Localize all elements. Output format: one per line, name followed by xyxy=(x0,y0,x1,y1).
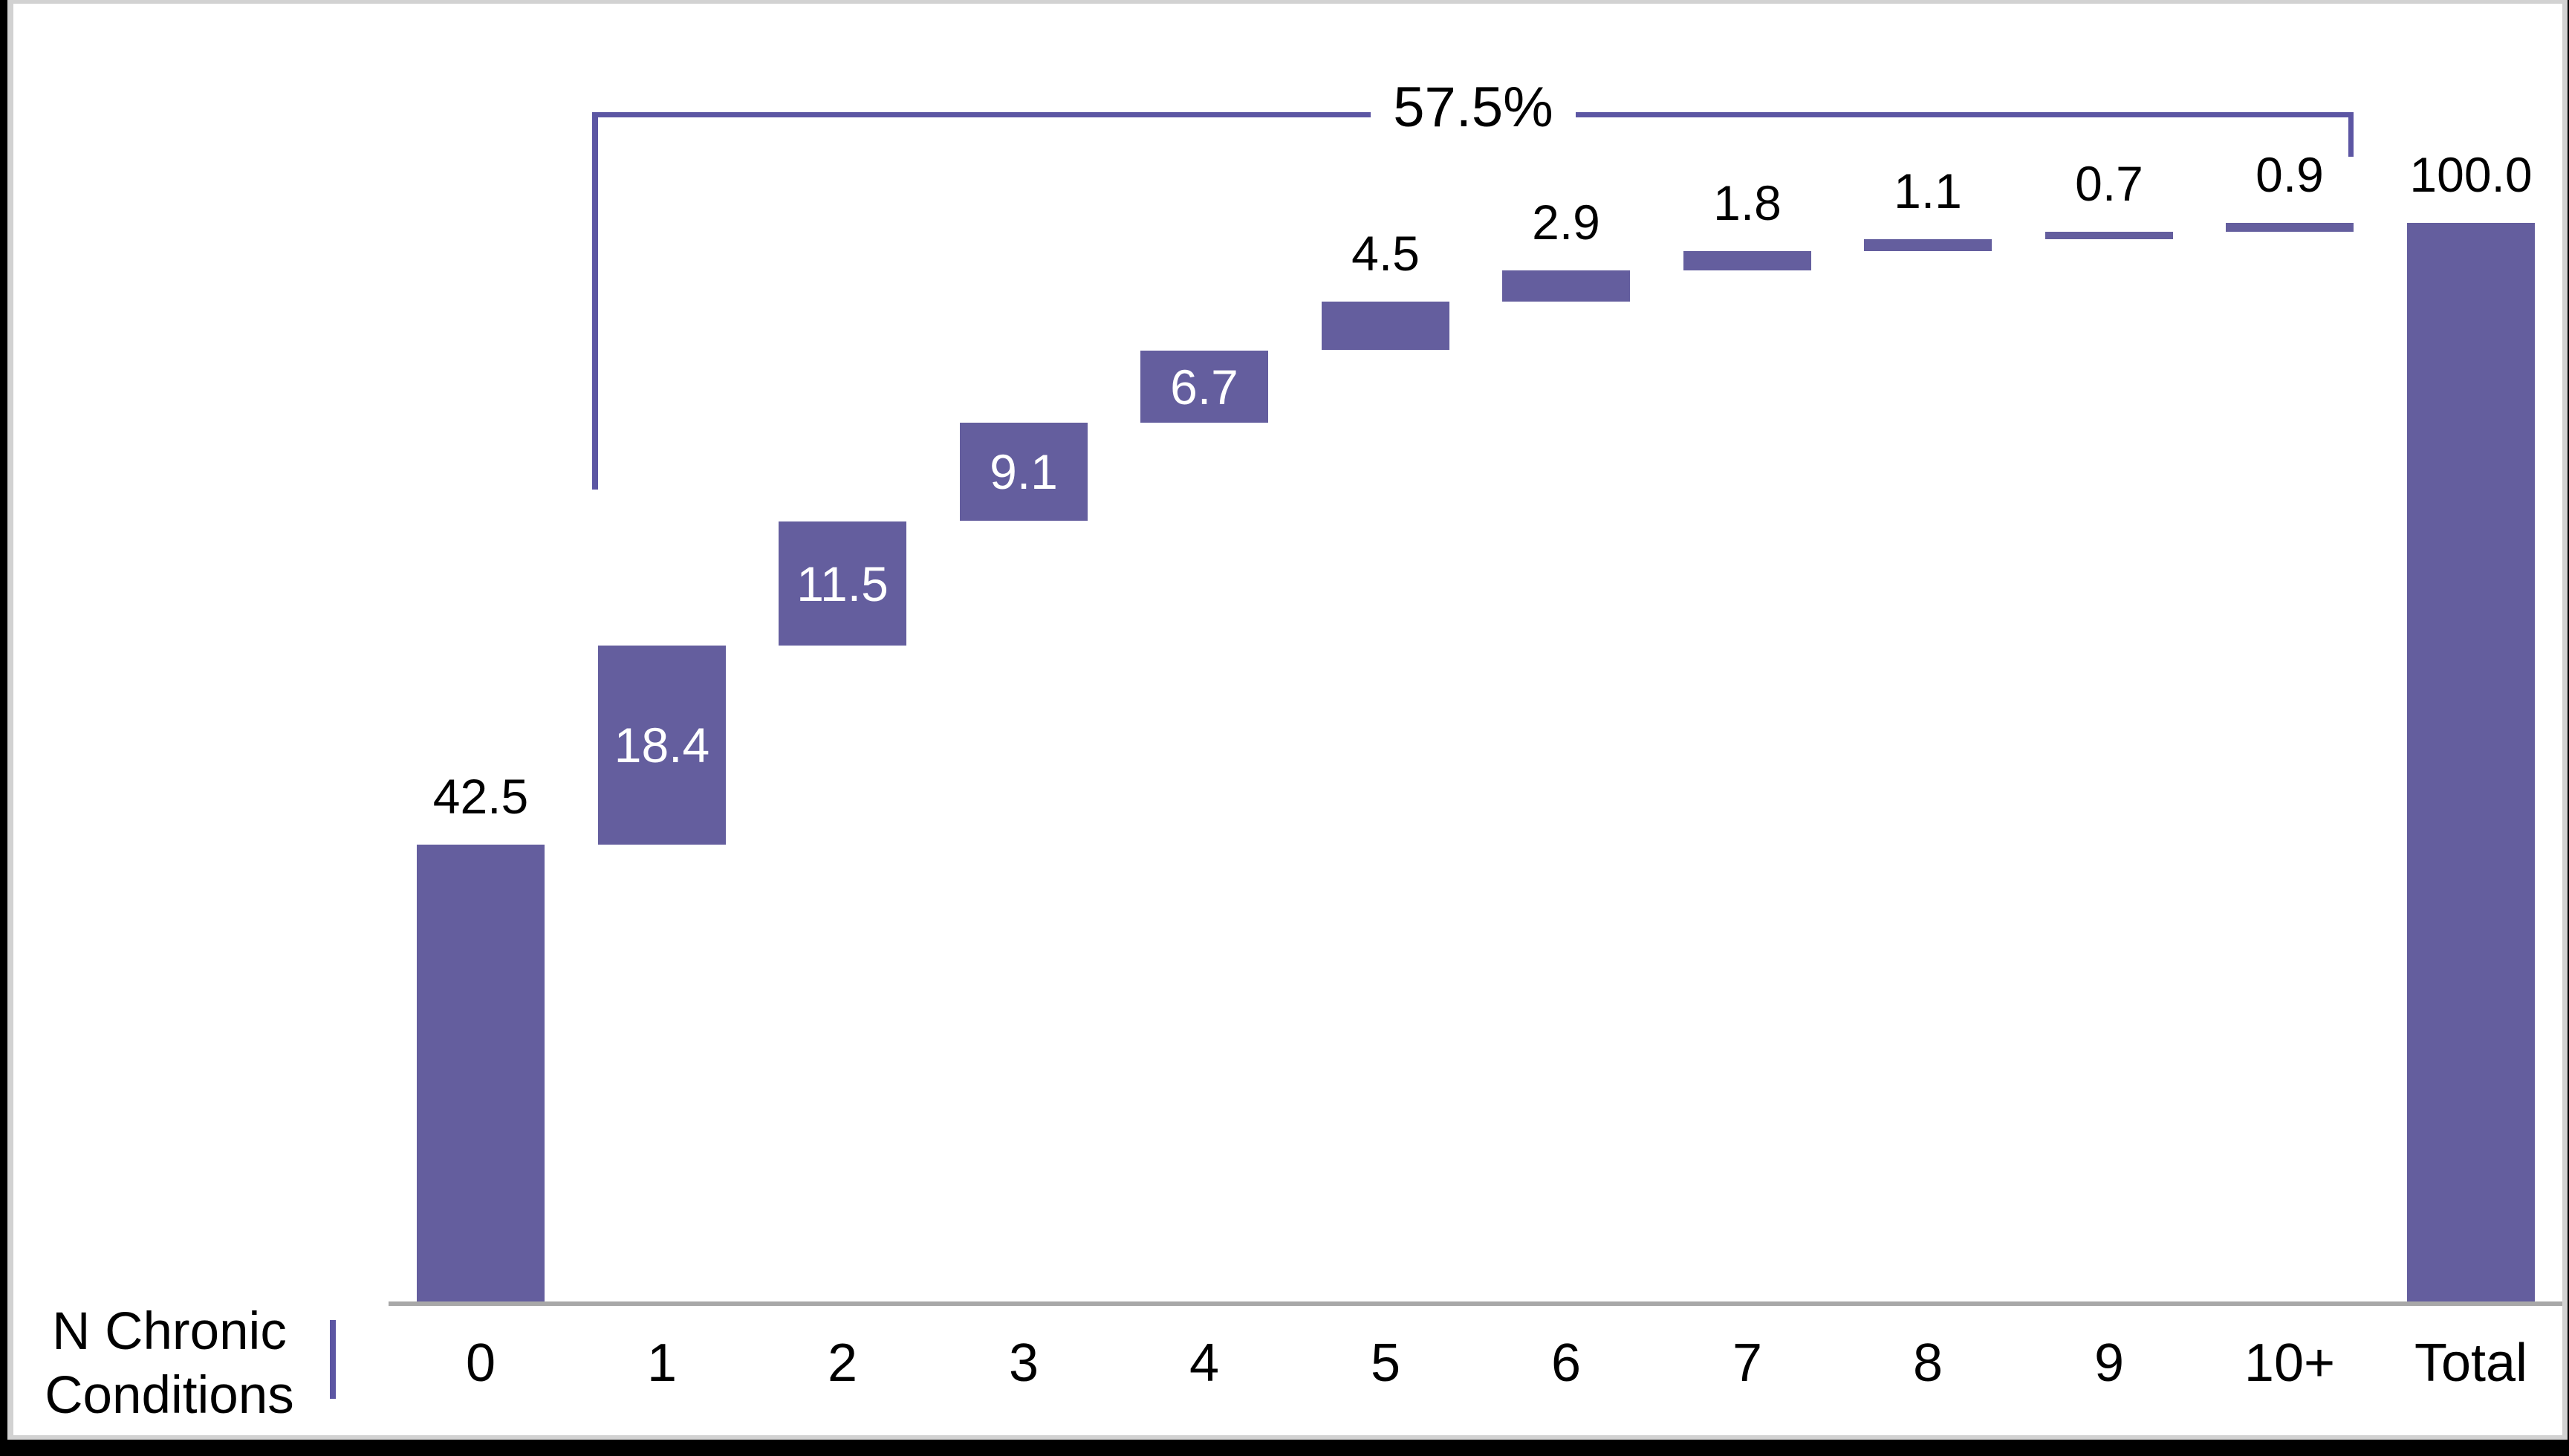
bar-value-label-10+: 0.9 xyxy=(2255,147,2324,202)
bar-value-label-5: 4.5 xyxy=(1351,226,1420,281)
x-tick-label-4: 4 xyxy=(1189,1333,1220,1393)
bar-value-label-1: 18.4 xyxy=(614,718,710,773)
waterfall-bar-5 xyxy=(1322,302,1449,350)
waterfall-bar-9 xyxy=(2045,232,2173,239)
waterfall-bar-6 xyxy=(1502,270,1630,302)
x-axis-line xyxy=(389,1301,2562,1306)
bar-value-label-9: 0.7 xyxy=(2075,156,2143,211)
x-tick-label-2: 2 xyxy=(827,1333,858,1393)
bar-value-label-8: 1.1 xyxy=(1894,163,1962,218)
axis-caption-tick xyxy=(330,1320,336,1399)
x-tick-label-8: 8 xyxy=(1912,1333,1943,1393)
bar-value-label-6: 2.9 xyxy=(1532,195,1600,250)
waterfall-bar-7 xyxy=(1683,251,1811,270)
bracket-line-left-segment xyxy=(592,112,1371,117)
waterfall-bar-Total xyxy=(2407,223,2535,1304)
bar-value-label-4: 6.7 xyxy=(1170,360,1238,415)
x-tick-label-9: 9 xyxy=(2094,1333,2125,1393)
x-tick-label-Total: Total xyxy=(2414,1333,2528,1393)
bracket-annotation-label: 57.5% xyxy=(1393,76,1553,139)
bracket-right-tick xyxy=(2348,112,2354,157)
bar-value-label-7: 1.8 xyxy=(1713,175,1782,230)
bar-value-label-2: 11.5 xyxy=(796,556,889,611)
bar-value-label-0: 42.5 xyxy=(432,769,529,824)
x-tick-label-5: 5 xyxy=(1370,1333,1401,1393)
waterfall-bar-3 xyxy=(960,423,1088,521)
x-axis-caption-line2: Conditions xyxy=(45,1366,294,1425)
waterfall-bar-4 xyxy=(1140,351,1268,423)
bar-value-label-3: 9.1 xyxy=(990,444,1058,499)
plot-area: 57.5% 42.5 18.4 11.5 9.1 6.7 4.5 2.9 1.8 1.1 0.7 0… xyxy=(13,4,2562,1435)
x-tick-label-0: 0 xyxy=(465,1333,496,1393)
x-tick-label-6: 6 xyxy=(1550,1333,1582,1393)
waterfall-bar-0 xyxy=(417,845,545,1304)
bracket-line-right-segment xyxy=(1576,112,2354,117)
x-tick-label-10+: 10+ xyxy=(2244,1333,2336,1393)
waterfall-bar-10+ xyxy=(2226,223,2354,232)
x-tick-label-3: 3 xyxy=(1008,1333,1039,1393)
x-tick-label-7: 7 xyxy=(1732,1333,1763,1393)
waterfall-bar-8 xyxy=(1864,239,1992,251)
waterfall-bar-1 xyxy=(598,646,726,845)
x-tick-label-1: 1 xyxy=(646,1333,678,1393)
figure-frame: 57.5% 42.5 18.4 11.5 9.1 6.7 4.5 2.9 1.8 1.1 0.7 0… xyxy=(7,0,2568,1440)
x-axis-caption-line1: N Chronic xyxy=(52,1302,287,1361)
x-axis-caption: N Chronic Conditions xyxy=(28,1300,311,1428)
bar-value-label-Total: 100.0 xyxy=(2409,147,2533,202)
waterfall-bar-2 xyxy=(779,521,906,646)
bracket-left-drop-line xyxy=(592,112,598,490)
